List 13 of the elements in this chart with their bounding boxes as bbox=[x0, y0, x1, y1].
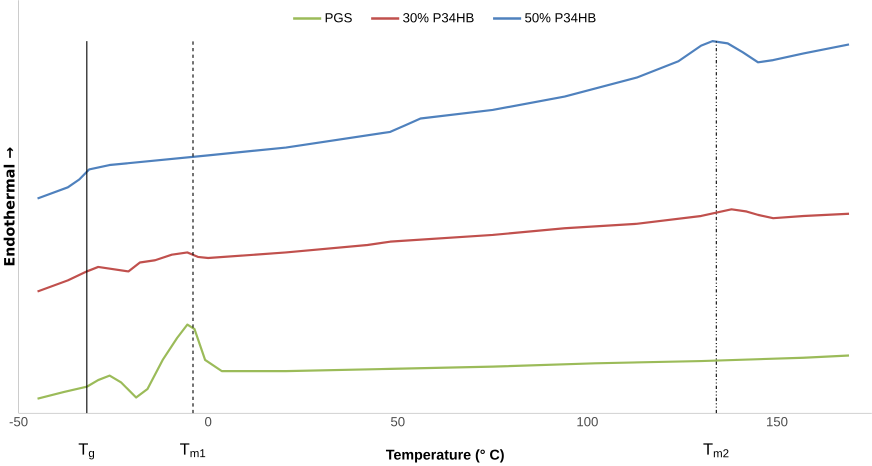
ref-line-label: T$_{g}$ bbox=[78, 443, 94, 460]
legend-label: 50% P34HB bbox=[525, 13, 596, 22]
x-axis-title: Temperature (° C) bbox=[386, 449, 504, 462]
ref-line-label: T$_{m2}$ bbox=[703, 443, 728, 458]
ref-line-label: T$_{m1}$ bbox=[180, 443, 206, 458]
x-tick-label: 150 bbox=[767, 416, 788, 426]
x-tick-label: -50 bbox=[10, 416, 28, 426]
legend-label: 30% P34HB bbox=[403, 13, 474, 22]
legend-label: PGS bbox=[326, 13, 352, 22]
x-tick-label: 0 bbox=[205, 416, 212, 426]
x-tick-label: 50 bbox=[390, 416, 405, 426]
x-tick-label: 100 bbox=[577, 416, 598, 426]
y-axis-title: Endothermal → bbox=[4, 147, 15, 266]
